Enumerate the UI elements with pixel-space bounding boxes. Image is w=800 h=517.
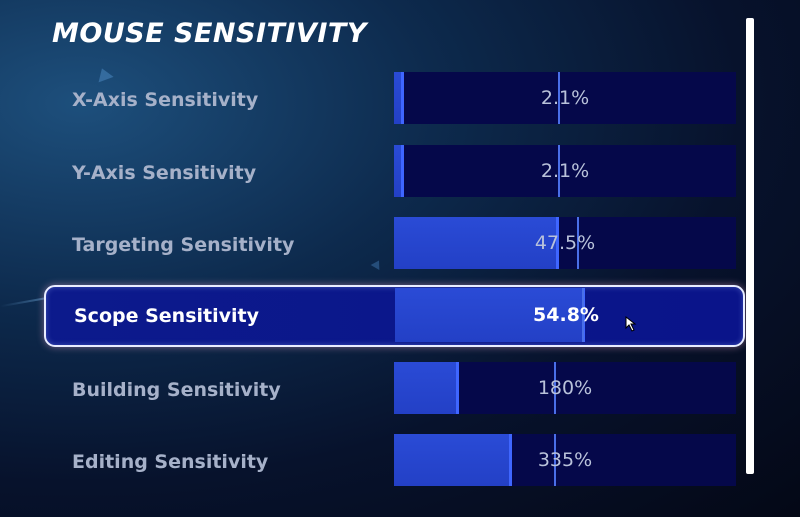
slider-value: 54.8% — [533, 304, 599, 326]
setting-label: Targeting Sensitivity — [72, 234, 295, 256]
slider-fill — [394, 72, 404, 124]
scrollbar[interactable] — [746, 18, 754, 474]
slider-default-marker — [554, 362, 556, 414]
slider-fill — [394, 145, 404, 197]
sensitivity-slider[interactable]: 335% — [394, 434, 736, 486]
setting-row-x-axis-sensitivity[interactable]: X-Axis Sensitivity 2.1% — [44, 72, 744, 128]
sensitivity-slider[interactable]: 54.8% — [395, 288, 737, 342]
sensitivity-slider[interactable]: 2.1% — [394, 72, 736, 124]
setting-row-scope-sensitivity[interactable]: Scope Sensitivity 54.8% — [44, 285, 745, 347]
setting-row-targeting-sensitivity[interactable]: Targeting Sensitivity 47.5% — [44, 217, 744, 273]
setting-label: X-Axis Sensitivity — [72, 89, 259, 111]
sensitivity-slider[interactable]: 47.5% — [394, 217, 736, 269]
mouse-pointer-icon — [625, 316, 637, 332]
slider-default-marker — [558, 72, 560, 124]
setting-row-y-axis-sensitivity[interactable]: Y-Axis Sensitivity 2.1% — [44, 145, 744, 201]
setting-label: Y-Axis Sensitivity — [72, 162, 257, 184]
page-title: MOUSE SENSITIVITY — [52, 18, 367, 49]
slider-value: 335% — [537, 449, 593, 471]
setting-label: Scope Sensitivity — [74, 305, 259, 327]
sensitivity-slider[interactable]: 180% — [394, 362, 736, 414]
slider-default-marker — [554, 434, 556, 486]
sensitivity-slider[interactable]: 2.1% — [394, 145, 736, 197]
slider-value: 47.5% — [534, 232, 596, 254]
slider-fill — [394, 217, 559, 269]
slider-default-marker — [577, 217, 579, 269]
setting-label: Editing Sensitivity — [72, 451, 269, 473]
slider-value: 2.1% — [540, 160, 590, 182]
slider-fill — [394, 362, 459, 414]
setting-row-editing-sensitivity[interactable]: Editing Sensitivity 335% — [44, 434, 744, 490]
slider-fill — [395, 288, 585, 342]
slider-default-marker — [582, 288, 584, 342]
slider-default-marker — [558, 145, 560, 197]
slider-fill — [394, 434, 512, 486]
setting-label: Building Sensitivity — [72, 379, 281, 401]
slider-value: 180% — [537, 377, 593, 399]
slider-value: 2.1% — [540, 87, 590, 109]
setting-row-building-sensitivity[interactable]: Building Sensitivity 180% — [44, 362, 744, 418]
